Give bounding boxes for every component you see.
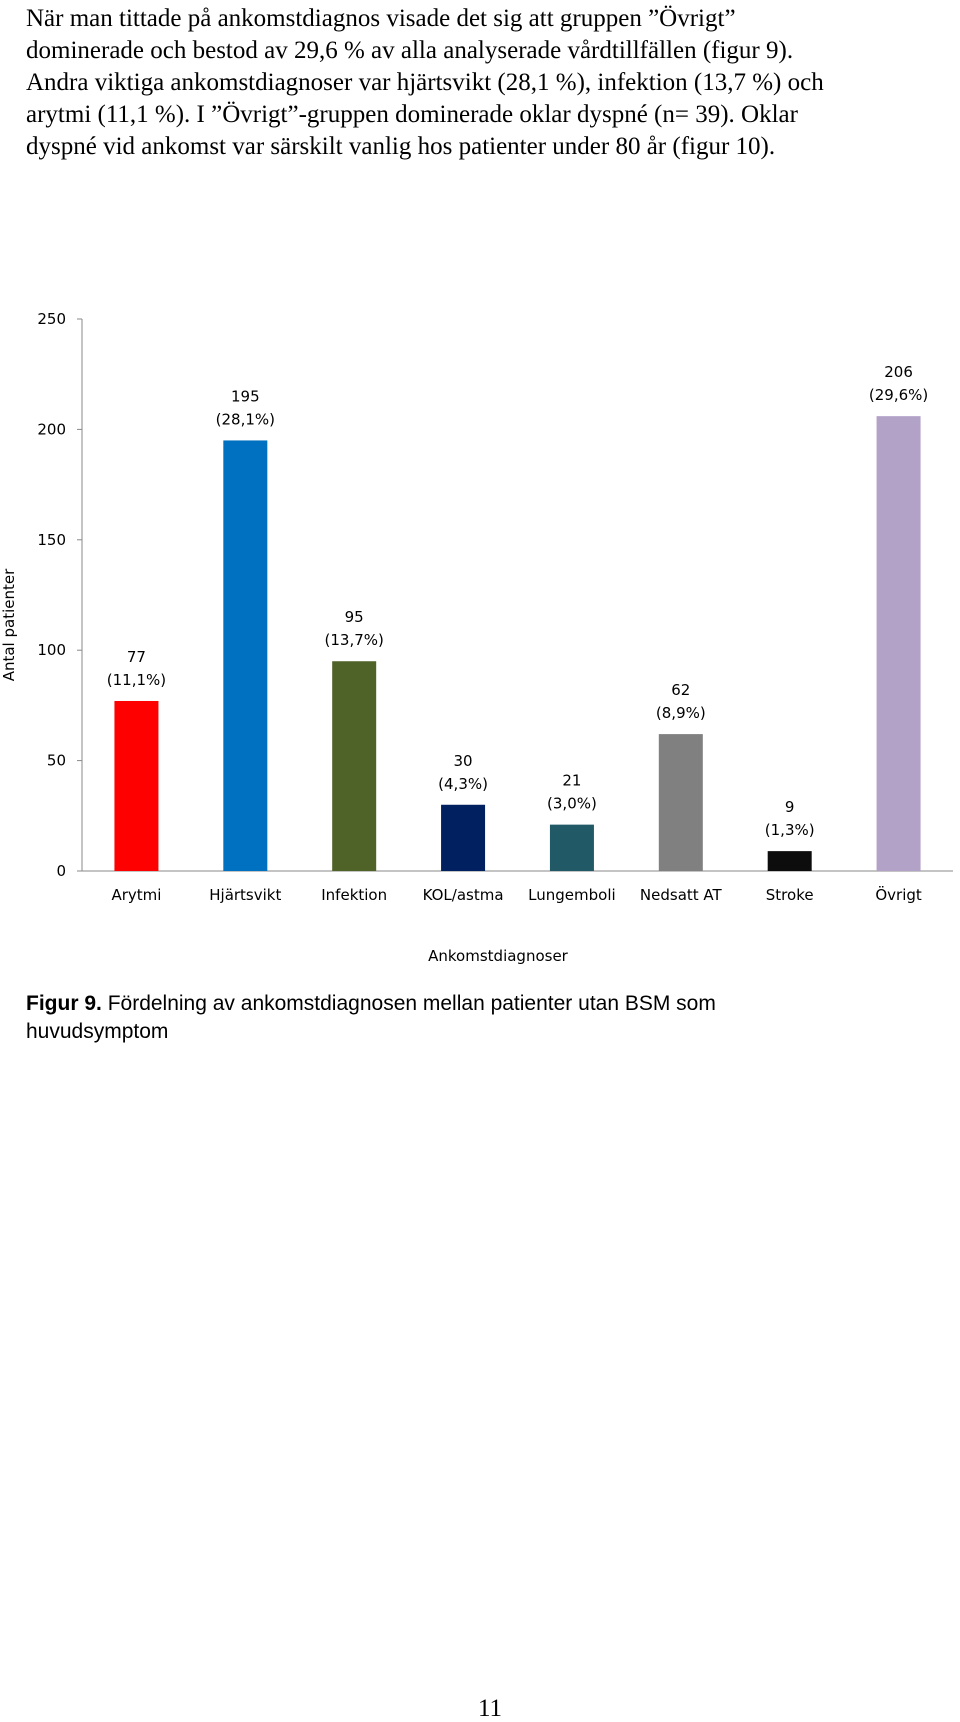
data-label: 21 xyxy=(562,772,581,790)
caption-text: Fördelning av ankomstdiagnosen mellan pa… xyxy=(108,992,716,1015)
paragraph-line: Andra viktiga ankomstdiagnoser var hjärt… xyxy=(26,69,824,96)
data-label: (4,3%) xyxy=(438,775,488,793)
data-label: 62 xyxy=(671,681,690,699)
data-label: (11,1%) xyxy=(107,671,166,689)
bar xyxy=(223,440,268,871)
paragraph-line: dominerade och bestod av 29,6 % av alla … xyxy=(26,37,793,64)
y-tick-label: 50 xyxy=(47,752,66,770)
bar xyxy=(441,804,486,871)
bar xyxy=(549,824,594,871)
data-label: (3,0%) xyxy=(547,795,597,813)
data-label: 95 xyxy=(345,608,364,626)
bar xyxy=(332,661,377,871)
data-label: 77 xyxy=(127,648,146,666)
data-label: 30 xyxy=(454,752,473,770)
paragraph-line: När man tittade på ankomstdiagnos visade… xyxy=(26,5,736,32)
x-tick-label: Stroke xyxy=(766,886,814,904)
bar xyxy=(767,851,812,871)
y-tick-label: 100 xyxy=(37,641,66,659)
bar xyxy=(114,700,159,871)
paragraph-line: dyspné vid ankomst var särskilt vanlig h… xyxy=(26,133,775,160)
caption-text: huvudsymptom xyxy=(26,1020,168,1043)
data-label: (8,9%) xyxy=(656,704,706,722)
data-label: (1,3%) xyxy=(765,821,815,839)
x-tick-label: Arytmi xyxy=(111,886,161,904)
data-label: (13,7%) xyxy=(325,631,384,649)
y-tick-label: 0 xyxy=(56,862,66,880)
x-tick-label: Nedsatt AT xyxy=(640,886,723,904)
x-tick-label: Lungemboli xyxy=(528,886,616,904)
data-label: 9 xyxy=(785,798,795,816)
caption: Figur 9. Fördelning av ankomstdiagnosen … xyxy=(26,992,716,1015)
data-label: 206 xyxy=(884,363,913,381)
data-label: (28,1%) xyxy=(216,410,275,428)
x-tick-label: KOL/astma xyxy=(423,886,504,904)
x-tick-label: Övrigt xyxy=(875,885,922,904)
y-tick-label: 250 xyxy=(37,310,66,328)
bar xyxy=(658,734,703,871)
y-axis-title: Antal patienter xyxy=(0,568,18,681)
data-label: 195 xyxy=(231,387,260,405)
data-label: (29,6%) xyxy=(869,386,928,404)
x-tick-label: Hjärtsvikt xyxy=(209,886,281,904)
x-axis-title: Ankomstdiagnoser xyxy=(428,947,569,965)
page-number: 11 xyxy=(478,1695,502,1722)
paragraph-line: arytmi (11,1 %). I ”Övrigt”-gruppen domi… xyxy=(26,101,799,128)
x-tick-label: Infektion xyxy=(321,886,387,904)
bar xyxy=(876,416,921,871)
caption-label: Figur 9. xyxy=(26,992,102,1015)
y-tick-label: 150 xyxy=(37,531,66,549)
y-tick-label: 200 xyxy=(37,420,66,438)
